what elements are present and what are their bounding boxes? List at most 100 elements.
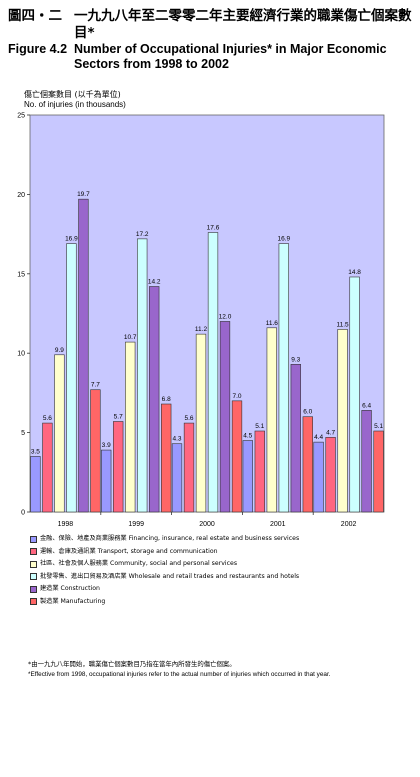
bar [42, 422, 53, 513]
legend-label: 批發零售、進出口貿易及酒店業 Wholesale and retail trad… [40, 572, 300, 580]
x-tick-label: 2000 [199, 521, 215, 528]
bar [361, 410, 372, 513]
bar [349, 276, 360, 513]
bar [207, 232, 219, 513]
bar-value-label: 5.6 [184, 415, 193, 422]
legend-item: 金融、保險、地產及商業服務業 Financing, insurance, rea… [30, 533, 390, 546]
bar-value-label: 6.0 [303, 409, 312, 416]
legend-label: 運輸、倉庫及通訊業 Transport, storage and communi… [40, 547, 218, 555]
x-tick-label: 2001 [270, 521, 286, 528]
legend-label: 社區、社會及個人服務業 Community, social and person… [40, 560, 238, 567]
bar [337, 329, 348, 513]
legend-swatch [30, 598, 37, 606]
y-tick-label: 25 [17, 113, 25, 120]
y-tick-label: 20 [17, 192, 25, 199]
bar [66, 243, 77, 513]
bar [149, 286, 160, 513]
bar-value-label: 3.5 [31, 448, 40, 455]
bar-value-label: 11.6 [266, 320, 279, 327]
y-tick-label: 15 [17, 271, 25, 278]
legend-item: 社區、社會及個人服務業 Community, social and person… [30, 558, 390, 571]
bar-value-label: 11.2 [195, 326, 208, 333]
title-text-en: Number of Occupational Injuries* in Majo… [74, 42, 387, 71]
bar [161, 403, 172, 513]
bar [195, 333, 207, 513]
legend-swatch [30, 548, 37, 556]
bar-value-label: 19.7 [77, 191, 90, 198]
bar-value-label: 16.9 [277, 236, 290, 243]
bar-value-label: 4.7 [326, 429, 335, 436]
x-tick-label: 2002 [341, 521, 357, 528]
bar-value-label: 9.9 [55, 347, 64, 354]
figure-number-zh: 圖四・二 [8, 8, 62, 24]
legend-label: 製造業 Manufacturing [40, 597, 106, 605]
legend-swatch [30, 585, 37, 593]
bar [278, 243, 289, 513]
bar [90, 389, 101, 513]
bar-value-label: 4.4 [314, 434, 323, 441]
bar-chart: 0 5 10 15 20 25 3.5 5.6 9.9 16.9 19.7 7.7 1998 3.9 5.7… [17, 113, 385, 528]
bar-value-label: 16.9 [65, 236, 78, 243]
plot-area [29, 114, 385, 513]
x-tick-label: 1998 [58, 521, 74, 528]
legend-swatch [30, 573, 37, 581]
legend-swatch [30, 535, 37, 543]
bar-value-label: 6.4 [362, 402, 371, 409]
bar [242, 440, 253, 513]
legend-label: 金融、保險、地產及商業服務業 Financing, insurance, rea… [40, 535, 300, 542]
bar [254, 430, 265, 513]
bar [290, 364, 301, 513]
legend-item: 建造業 Construction [30, 583, 390, 596]
bar [171, 443, 183, 513]
bar-value-label: 4.3 [172, 436, 181, 443]
bar-value-label: 5.6 [43, 415, 52, 422]
bar [302, 416, 313, 513]
bar [78, 198, 89, 513]
legend-item: 運輸、倉庫及通訊業 Transport, storage and communi… [30, 546, 390, 559]
bar [313, 441, 324, 513]
bar [231, 400, 243, 513]
legend-item: 批發零售、進出口貿易及酒店業 Wholesale and retail trad… [30, 571, 390, 584]
bar-value-label: 5.1 [374, 423, 383, 430]
chart-legend: 金融、保險、地產及商業服務業 Financing, insurance, rea… [30, 533, 390, 608]
bar-value-label: 14.2 [148, 279, 161, 286]
bar-value-label: 17.6 [207, 225, 220, 232]
x-tick-label: 1999 [128, 521, 144, 528]
bar-value-label: 6.8 [162, 396, 171, 403]
bar-value-label: 11.5 [337, 321, 350, 328]
legend-label: 建造業 Construction [40, 585, 100, 592]
bar-value-label: 14.8 [348, 269, 361, 276]
bar [125, 341, 136, 513]
bar-value-label: 7.7 [91, 382, 100, 389]
y-axis-label-zh: 傷亡個案數目 (以千為單位) [24, 90, 121, 99]
footnote-en: *Effective from 1998, occupational injur… [28, 671, 331, 678]
bar [101, 449, 112, 513]
bar [113, 421, 124, 513]
footnote-zh: *由一九九八年開始，職業傷亡個案數目乃指在當年內所發生的傷亡個案。 [28, 660, 236, 668]
bar [219, 321, 231, 513]
bar [325, 437, 336, 513]
bar [54, 354, 65, 513]
bar [373, 430, 384, 513]
y-axis-label-en: No. of injuries (in thousands) [24, 100, 126, 109]
legend-item: 製造業 Manufacturing [30, 596, 390, 609]
title-text-zh: 一九九八年至二零零二年主要經濟行業的職業傷亡個案數目* [74, 8, 412, 41]
bar-value-label: 9.3 [291, 356, 300, 363]
bar-value-label: 4.5 [243, 433, 252, 440]
figure-number-en: Figure 4.2 [8, 42, 68, 56]
bar-value-label: 5.7 [114, 413, 123, 420]
bar [137, 238, 148, 513]
bar-value-label: 5.1 [255, 423, 264, 430]
bar [183, 422, 195, 513]
y-tick-label: 0 [21, 510, 25, 517]
bar-value-label: 7.0 [232, 393, 241, 400]
y-tick-label: 10 [17, 351, 25, 358]
bar-value-label: 10.7 [124, 334, 137, 341]
y-tick-label: 5 [21, 430, 25, 437]
bar [30, 456, 41, 513]
legend-swatch [30, 560, 37, 568]
bar-value-label: 17.2 [136, 231, 149, 238]
bar-value-label: 3.9 [102, 442, 111, 449]
bar-value-label: 12.0 [219, 313, 232, 320]
bar [266, 327, 277, 513]
